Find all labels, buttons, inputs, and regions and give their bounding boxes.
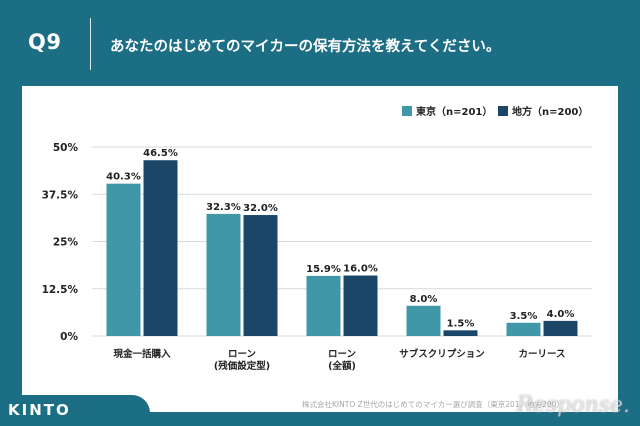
data-label: 1.5% (447, 318, 475, 329)
y-tick-label: 0% (60, 331, 78, 343)
data-label: 16.0% (343, 264, 378, 275)
source-note: 株式会社KINTO Z世代のはじめてのマイカー選び調査（東京201、地方200） (302, 400, 564, 409)
bar-chiho (143, 160, 178, 336)
data-label: 15.9% (306, 264, 341, 275)
bar-tokyo (106, 183, 141, 336)
chart-panel: 0% 12.5% 25% 37.5% 50% 40.3% 46.5% 現金一括購入 32.3% 3… (22, 86, 618, 412)
kinto-logo: KINTO (8, 401, 71, 419)
data-label: 40.3% (106, 172, 141, 183)
question-number: Q9 (28, 30, 62, 54)
legend-swatch (402, 106, 412, 116)
header-divider (90, 18, 91, 70)
bar-tokyo (206, 213, 241, 336)
bar-chiho (543, 320, 578, 336)
question-title: あなたのはじめてのマイカーの保有方法を教えてください。 (110, 39, 501, 55)
y-tick-label: 37.5% (42, 189, 79, 201)
x-tick-label: サブスクリプション (399, 348, 485, 360)
x-tick-label: (全額) (328, 360, 356, 372)
watermark: Response. (516, 393, 630, 418)
data-label: 46.5% (143, 148, 178, 159)
x-tick-label: ローン (328, 349, 356, 360)
x-tick-label: 現金一括購入 (113, 348, 171, 360)
bar-tokyo (506, 322, 541, 336)
y-tick-label: 25% (53, 237, 79, 249)
y-tick-label: 12.5% (42, 284, 79, 296)
x-tick-label: カーリース (518, 349, 565, 360)
x-tick-label: ローン (228, 349, 256, 360)
footer-logo-tab (0, 395, 150, 426)
data-label: 32.0% (243, 203, 278, 214)
legend-swatch (498, 106, 508, 116)
x-tick-label: (残価設定型) (214, 360, 270, 372)
data-label: 32.3% (206, 202, 241, 213)
legend-label: 地方（n=200） (512, 105, 588, 118)
data-label: 8.0% (410, 294, 438, 305)
header: Q9 あなたのはじめてのマイカーの保有方法を教えてください。 (0, 0, 640, 86)
bar-tokyo (306, 275, 341, 336)
y-tick-label: 50% (53, 142, 79, 154)
bar-chiho (243, 215, 278, 336)
bar-chiho (443, 330, 478, 336)
data-label: 3.5% (510, 311, 538, 322)
legend-label: 東京（n=201） (416, 105, 492, 118)
bar-tokyo (406, 305, 441, 336)
bar-chiho (343, 275, 378, 336)
data-label: 4.0% (547, 309, 575, 320)
